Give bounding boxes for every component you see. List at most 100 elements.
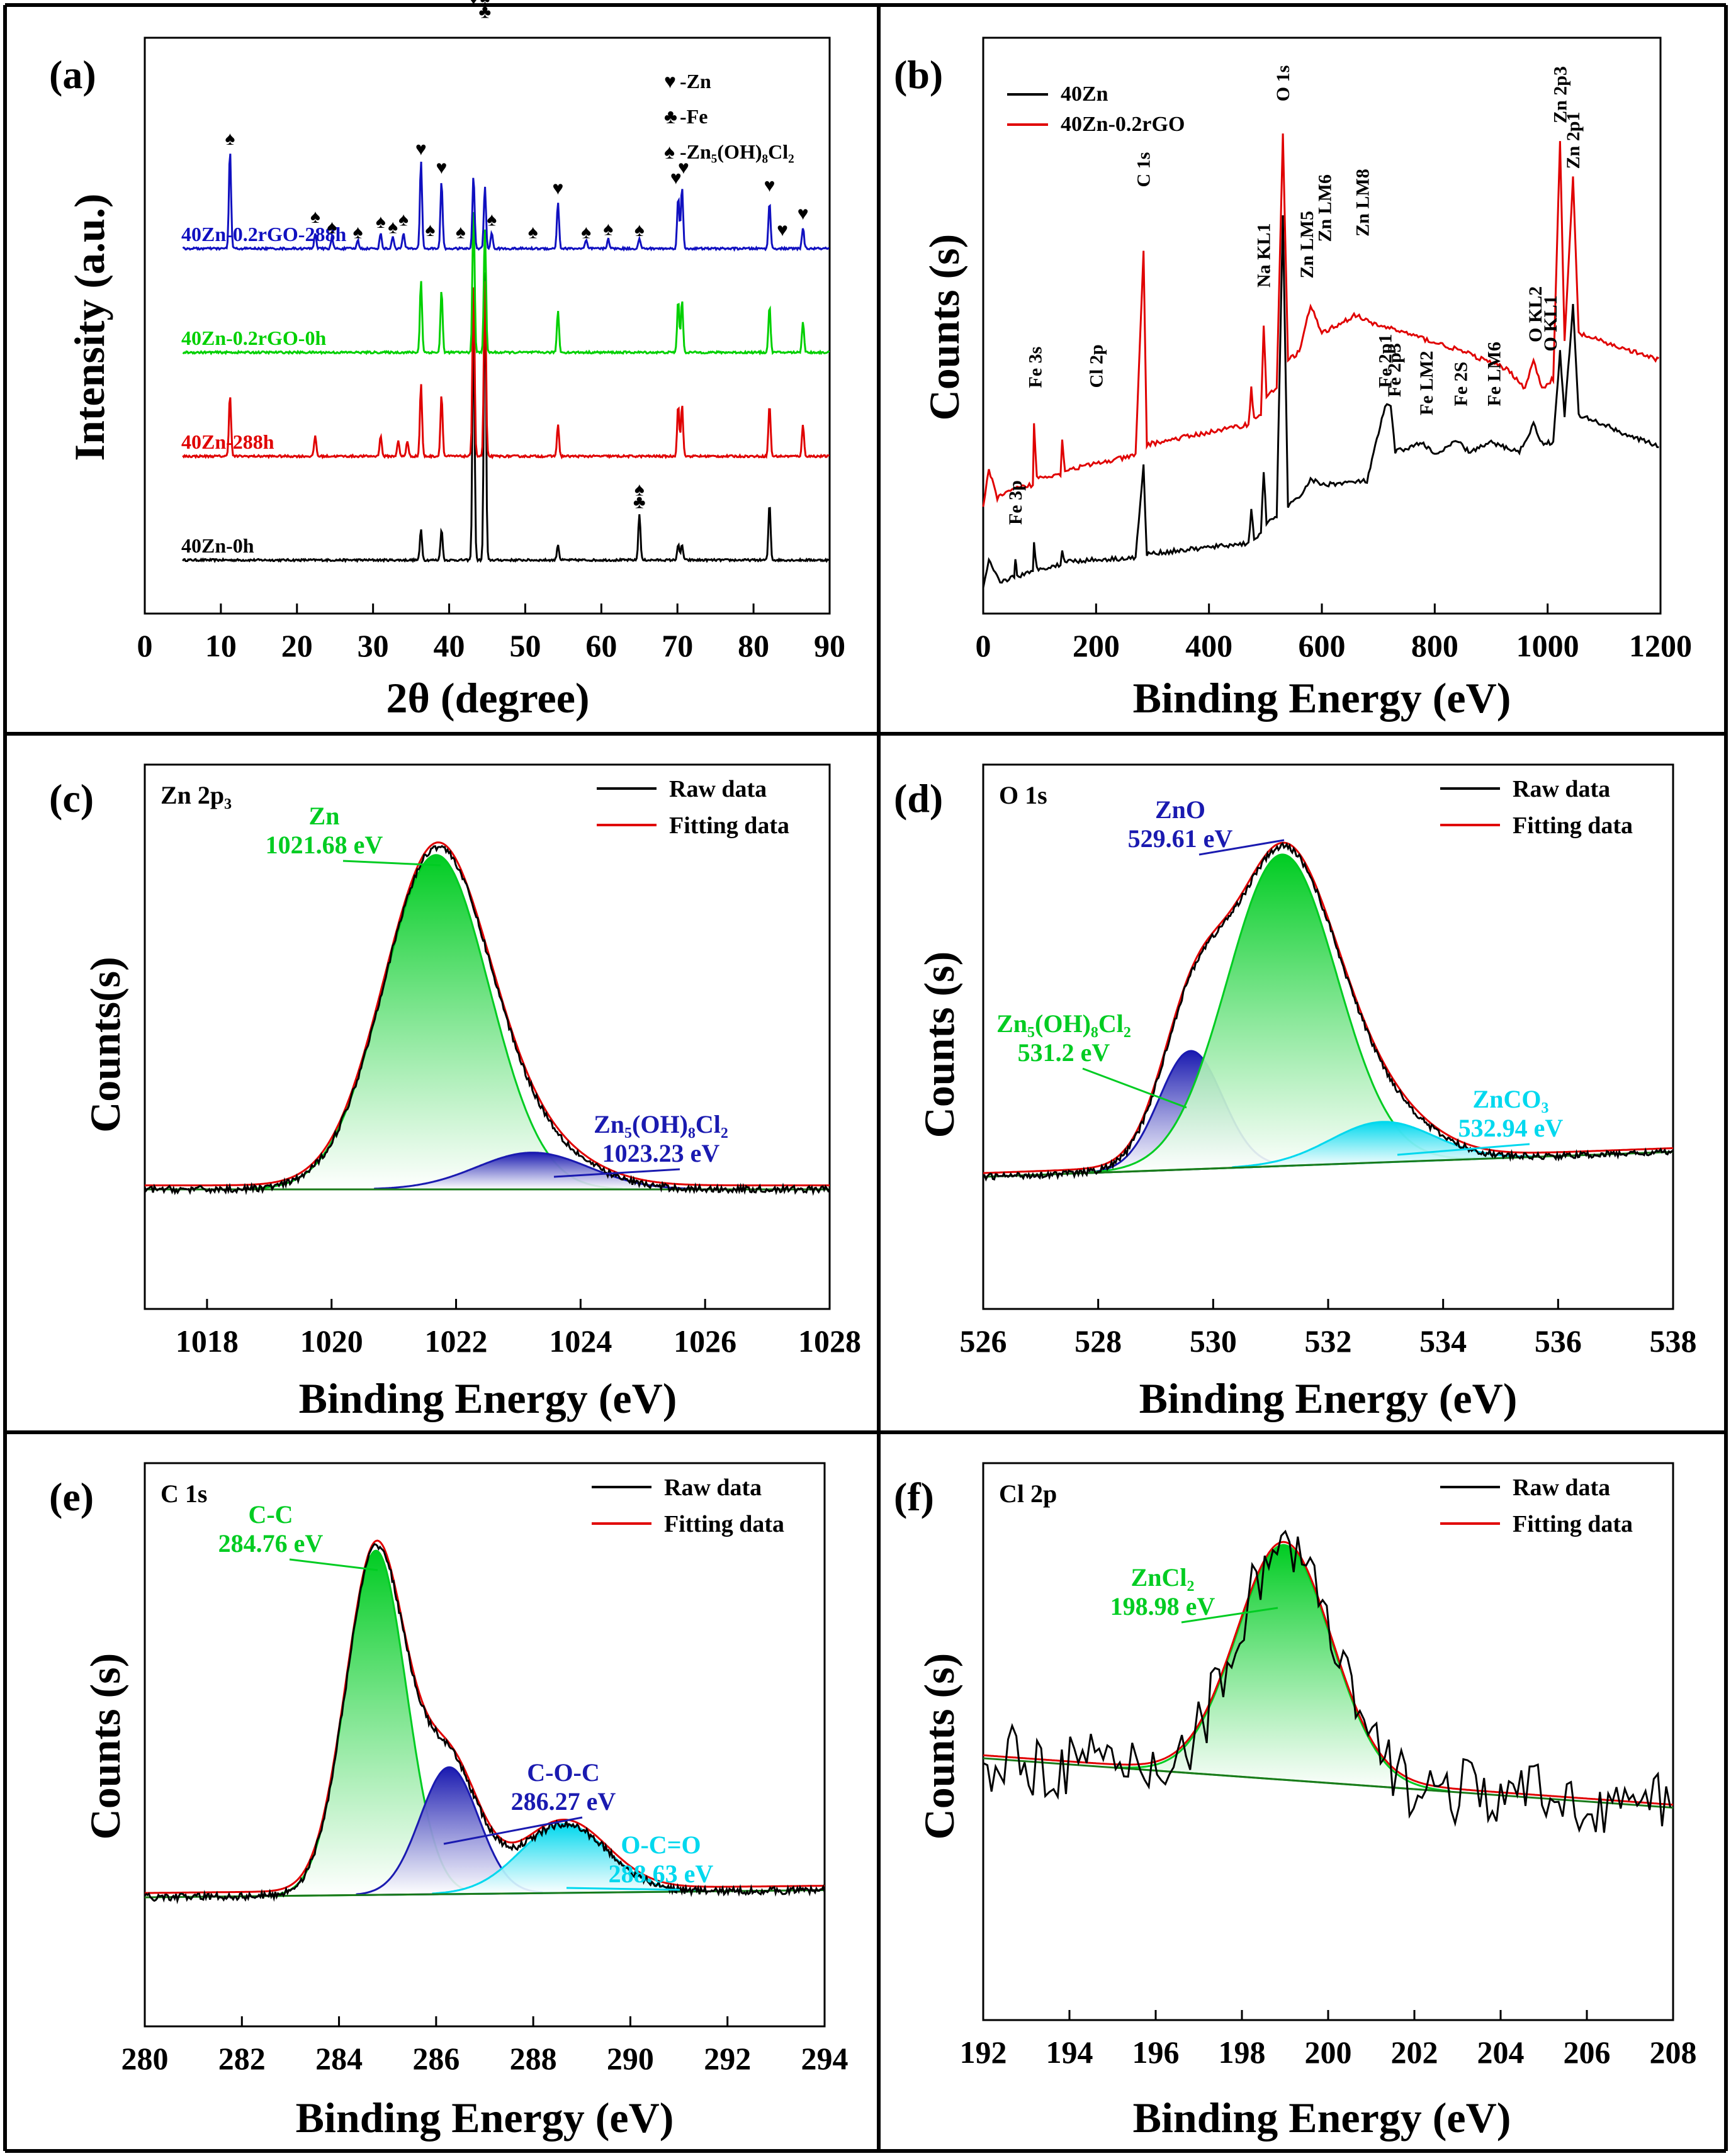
component-value-label: 288.63 eV: [609, 1860, 714, 1888]
panel-label: (d): [894, 776, 943, 821]
panel-a: 0 10 20 30 40 50 60 70 80 90 (a) 2θ (degree) Intensi…: [49, 0, 845, 722]
raw-data-line: [144, 845, 831, 1196]
phase-marker: ♥: [553, 178, 564, 199]
core-level-label: Zn 2p₃: [161, 781, 232, 809]
panel-label: (f): [894, 1474, 934, 1519]
component-label: Zn₅(OH)₈Cl₂: [594, 1110, 728, 1138]
fit-component-ZnCO3: [1232, 1121, 1532, 1169]
x-tick-label: 1026: [674, 1323, 736, 1359]
x-tick-label: 530: [1190, 1323, 1237, 1359]
phase-marker: ♠: [603, 219, 613, 240]
phase-marker: ♥: [670, 168, 682, 189]
x-tick-label: 280: [121, 2041, 169, 2076]
x-tick-label: 600: [1299, 628, 1346, 663]
component-pointer: [566, 1887, 680, 1891]
x-tick-label: 286: [412, 2041, 460, 2076]
x-tick-label: 80: [738, 628, 769, 663]
phase-marker: ♥: [678, 157, 689, 178]
x-tick-label: 30: [358, 628, 389, 663]
x-tick-label: 0: [137, 628, 153, 663]
legend-symbol: ♠: [664, 140, 675, 163]
x-tick-label: 528: [1074, 1323, 1122, 1359]
phase-marker: ♣: [633, 492, 646, 513]
phase-marker: ♥: [798, 203, 809, 224]
component-pointer: [342, 860, 441, 867]
component-value-label: 286.27 eV: [511, 1787, 616, 1816]
x-tick-label: 20: [281, 628, 313, 663]
legend-symbol: ♥: [664, 70, 676, 93]
x-tick-label: 536: [1535, 1323, 1582, 1359]
y-axis-label: Counts(s): [81, 957, 129, 1133]
phase-marker: ♠: [398, 210, 409, 230]
legend-label: Raw data: [669, 776, 767, 802]
x-tick-label: 1020: [300, 1323, 363, 1359]
x-axis-label: Binding Energy (eV): [296, 2094, 674, 2142]
fitting-envelope: [145, 841, 830, 1187]
peak-annotation: Zn LM8: [1353, 169, 1373, 237]
fit-component-Zn5(OH)8Cl2: [374, 1152, 691, 1191]
legend-label: Fitting data: [664, 1511, 784, 1537]
component-value-label: 531.2 eV: [1018, 1038, 1110, 1067]
survey-series-line: [982, 215, 1659, 588]
peak-annotation: Fe 2S: [1451, 362, 1472, 407]
peak-annotation: C 1s: [1134, 152, 1154, 188]
fit-component-ZnCl2: [1117, 1544, 1451, 1793]
x-tick-label: 538: [1650, 1323, 1697, 1359]
x-axis-label: Binding Energy (eV): [1139, 1374, 1518, 1422]
x-tick-label: 192: [960, 2035, 1007, 2070]
x-tick-label: 50: [509, 628, 541, 663]
phase-marker: ♥: [764, 175, 775, 196]
phase-marker: ♠: [456, 222, 466, 243]
legend-label: -Zn: [680, 70, 711, 93]
y-axis-label: Counts (s): [81, 1653, 129, 1840]
peak-annotation: Fe LM6: [1484, 342, 1504, 406]
phase-marker: ♥: [777, 220, 788, 240]
xrd-series-line: [182, 272, 830, 563]
panel-b: 0 200 400 600 800 1000 1200 (b) Binding Energy (…: [894, 36, 1692, 722]
peak-annotation: Zn 2p1: [1563, 112, 1584, 169]
x-tick-label: 532: [1305, 1323, 1352, 1359]
y-axis-label: Counts (s): [920, 234, 968, 421]
peak-annotation: Fe 3p: [1005, 480, 1026, 525]
component-value-label: 529.61 eV: [1128, 824, 1233, 853]
survey-series-line: [982, 133, 1659, 507]
phase-marker: ♠: [487, 210, 497, 230]
y-axis-label: Counts (s): [915, 952, 963, 1138]
fitting-envelope: [983, 841, 1673, 1174]
x-tick-label: 282: [218, 2041, 266, 2076]
component-pointer: [1082, 1067, 1187, 1109]
x-tick-label: 288: [510, 2041, 557, 2076]
panel-label: (a): [49, 52, 96, 97]
x-tick-label: 1024: [549, 1323, 612, 1359]
legend-label: Raw data: [1513, 1474, 1610, 1501]
x-tick-label: 294: [801, 2041, 849, 2076]
x-tick-label: 10: [205, 628, 237, 663]
phase-marker: ♠: [327, 216, 337, 237]
peak-annotation: Na KL1: [1254, 223, 1275, 288]
series-label: 40Zn-0.2rGO-288h: [181, 223, 346, 245]
phase-marker: ♠: [388, 216, 398, 237]
legend-label: Fitting data: [1513, 812, 1633, 839]
component-pointer: [443, 1816, 583, 1845]
phase-marker: ♠: [581, 222, 591, 243]
component-label: Zn₅(OH)₈Cl₂: [996, 1009, 1131, 1038]
peak-annotation: Zn LM6: [1314, 174, 1335, 242]
phase-marker: ♥: [436, 157, 448, 178]
component-label: ZnO: [1155, 795, 1205, 824]
plot-area-frame: [144, 36, 831, 615]
fitting-envelope: [145, 1539, 825, 1894]
x-tick-label: 1028: [798, 1323, 861, 1359]
legend-label: Raw data: [664, 1474, 762, 1501]
phase-marker: ♠: [353, 222, 363, 243]
panel-c: 1018 1020 1022 1024 1026 1028 (c) Binding Energ…: [49, 763, 861, 1422]
x-tick-label: 200: [1073, 628, 1120, 663]
legend-label: Fitting data: [1513, 1511, 1633, 1537]
component-label: C-C: [248, 1500, 293, 1529]
x-tick-label: 0: [976, 628, 991, 663]
phase-marker: ♥: [415, 139, 427, 160]
peak-annotation: Zn LM5: [1297, 211, 1317, 279]
series-label: 40Zn-0.2rGO-0h: [181, 327, 326, 349]
component-value-label: 532.94 eV: [1458, 1114, 1564, 1142]
peak-annotation: O KL1: [1540, 295, 1561, 351]
peak-annotation: O 1s: [1273, 65, 1294, 102]
